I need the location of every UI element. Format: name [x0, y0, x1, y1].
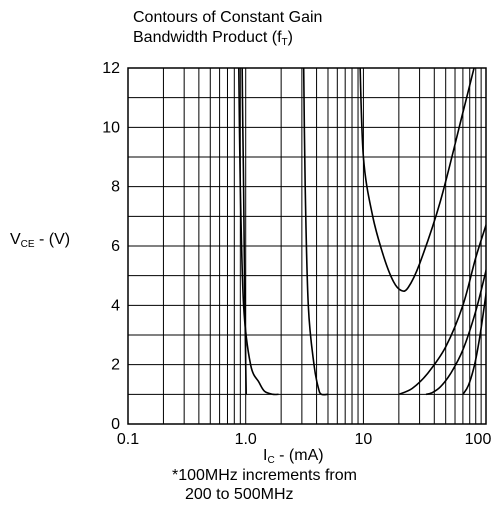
x-tick-labels: 0.1 1.0 10 100 [117, 431, 492, 448]
contour-curve-1 [241, 68, 247, 395]
x-axis-label: IC - (mA) [263, 446, 324, 471]
y-axis-label: VCE - (V) [10, 230, 70, 255]
footnote-line1: *100MHz increments from [172, 467, 357, 484]
x-axis-label-subscript: C [267, 455, 275, 466]
chart-title-subscript: T [281, 37, 288, 48]
curves [238, 68, 486, 396]
footnote-line2: 200 to 500MHz [185, 486, 294, 503]
y-tick-label: 0 [111, 416, 120, 433]
chart-title-prefix: Bandwidth Product (f [133, 29, 282, 46]
y-tick-label: 8 [111, 179, 120, 196]
y-tick-label: 4 [111, 297, 120, 314]
y-tick-label: 12 [102, 60, 120, 77]
x-tick-label: 0.1 [117, 431, 139, 448]
y-tick-label: 2 [111, 357, 120, 374]
contour-curve-2 [238, 68, 279, 396]
contour-curve-7 [462, 288, 486, 395]
x-tick-label: 100 [465, 431, 492, 448]
contour-curve-3 [302, 68, 329, 396]
y-axis-label-unit: - (V) [34, 231, 71, 248]
x-axis-label-main: I [263, 447, 268, 464]
y-tick-label: 6 [111, 238, 120, 255]
x-tick-label: 1.0 [235, 431, 257, 448]
y-axis-label-main: V [10, 231, 21, 248]
y-axis-label-subscript: CE [20, 239, 35, 250]
contour-curve-4 [359, 68, 475, 292]
contour-curve-5 [398, 222, 486, 396]
plot-frame [127, 67, 487, 425]
chart-title-line1: Contours of Constant Gain [133, 9, 323, 26]
y-tick-label: 10 [102, 119, 120, 136]
chart-title-suffix: ) [287, 29, 293, 46]
x-tick-label: 10 [355, 431, 373, 448]
x-axis-label-unit: - (mA) [274, 447, 324, 464]
y-tick-labels: 0 2 4 6 8 10 12 [102, 60, 120, 433]
contour-curve-6 [425, 267, 486, 396]
chart-title-line2: Bandwidth Product (fT) [133, 28, 293, 53]
